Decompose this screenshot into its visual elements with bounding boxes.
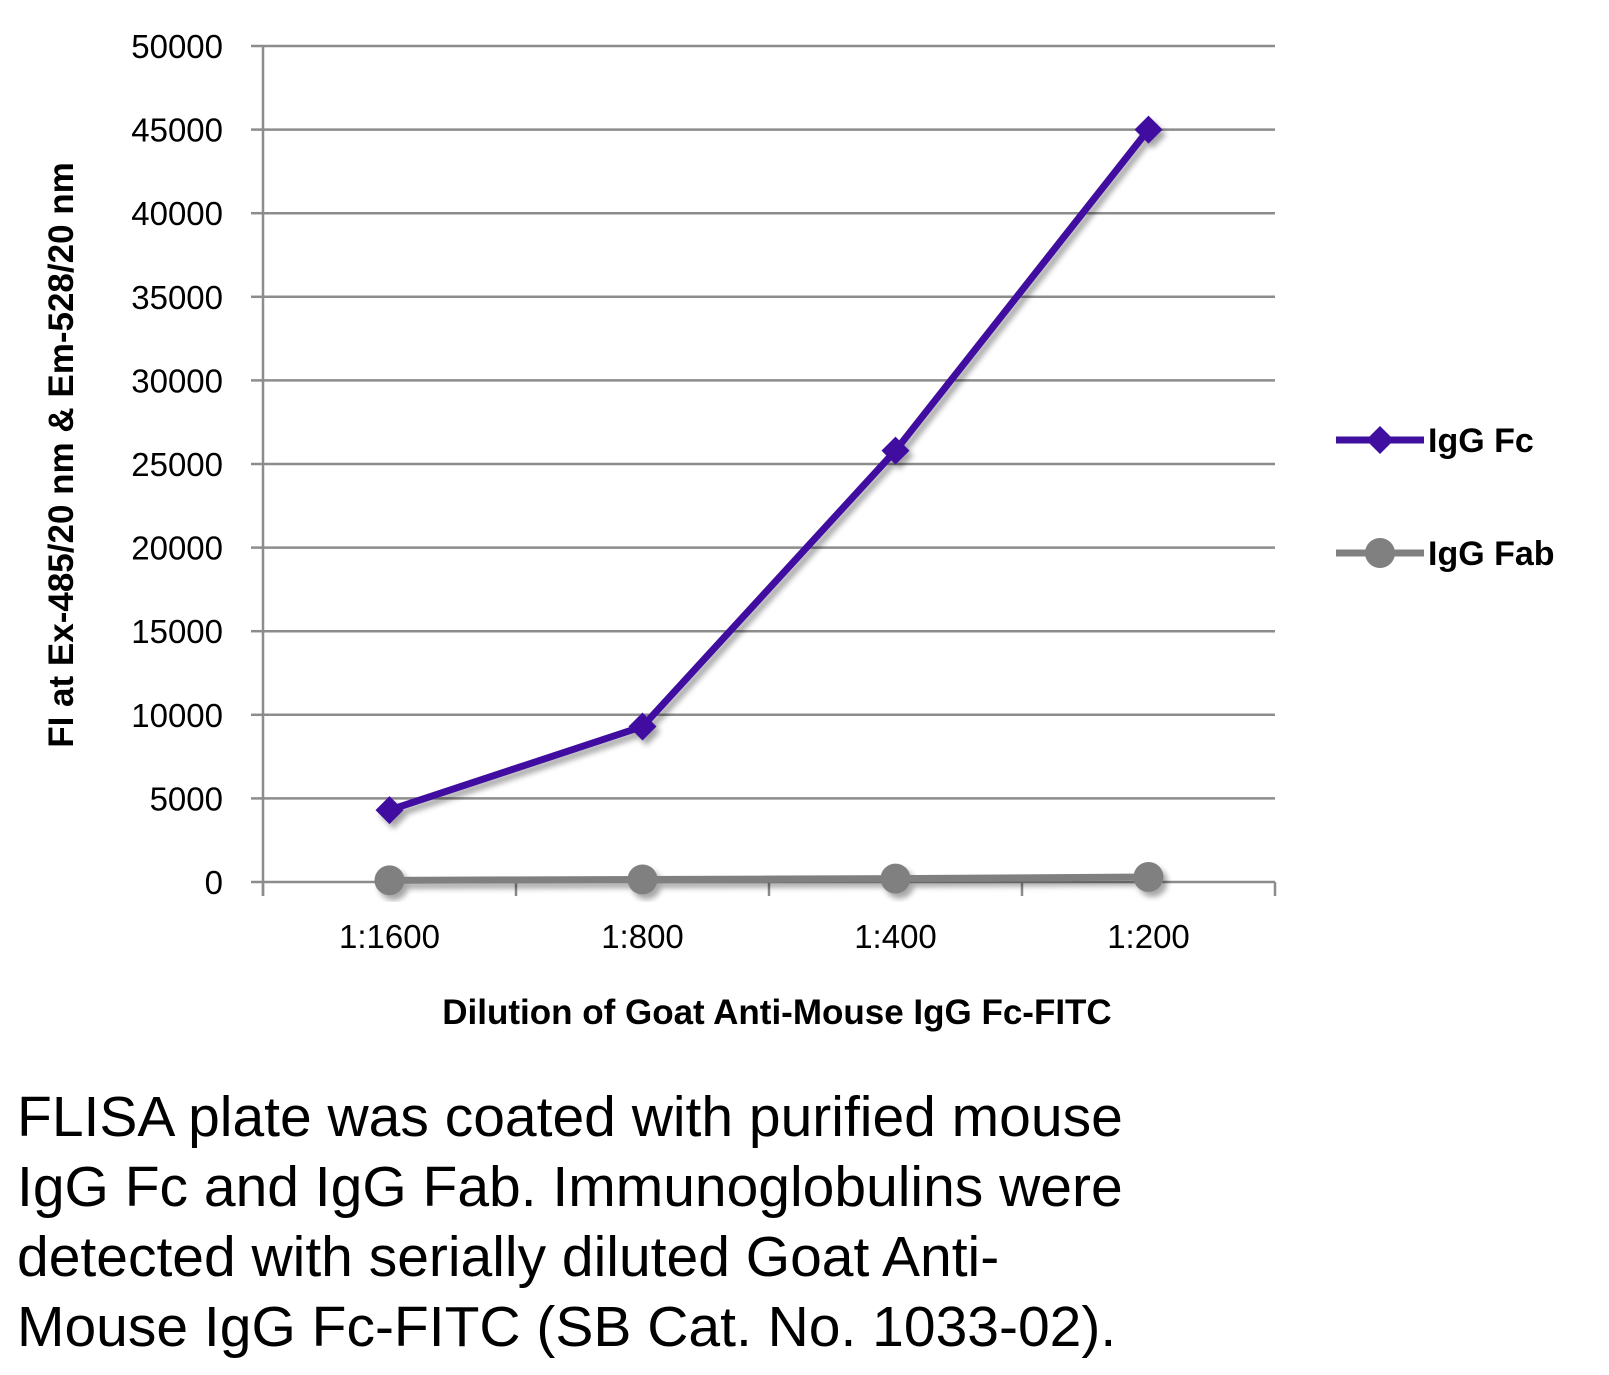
data-point (1134, 115, 1163, 144)
data-point (880, 863, 911, 894)
caption-line: FLISA plate was coated with purified mou… (17, 1085, 1123, 1149)
legend-label: IgG Fab (1428, 535, 1555, 573)
diamond-marker-icon (1366, 426, 1394, 454)
circle-marker-icon (1365, 538, 1395, 568)
y-tick-label: 30000 (131, 362, 223, 399)
series-line (389, 873, 1149, 884)
series-igg-fab (374, 861, 1164, 896)
y-tick-label: 20000 (131, 530, 223, 567)
y-tick-label: 40000 (131, 195, 223, 232)
data-point (374, 865, 405, 896)
figure-caption: FLISA plate was coated with purified mou… (17, 1082, 1317, 1362)
caption-line: detected with serially diluted Goat Anti… (17, 1225, 1000, 1289)
y-tick-label: 5000 (150, 780, 223, 817)
x-tick-label: 1:1600 (339, 918, 440, 955)
y-tick-label: 15000 (131, 613, 223, 650)
axes (251, 44, 1277, 896)
x-tick-label: 1:200 (1107, 918, 1190, 955)
y-tick-label: 35000 (131, 279, 223, 316)
data-point (1133, 861, 1164, 892)
y-tick-label: 10000 (131, 697, 223, 734)
data-point (627, 864, 658, 895)
series-group (374, 115, 1164, 896)
x-axis-title: Dilution of Goat Anti-Mouse IgG Fc-FITC (442, 993, 1111, 1032)
legend-item: IgG Fab (1336, 535, 1555, 573)
x-tick-label: 1:800 (601, 918, 684, 955)
series-line (388, 127, 1152, 814)
legend: IgG Fc IgG Fab (1336, 422, 1555, 573)
legend-item: IgG Fc (1336, 422, 1534, 460)
y-tick-label: 45000 (131, 112, 223, 149)
x-tick-labels: 1:1600 1:800 1:400 1:200 (339, 918, 1190, 955)
caption-line: IgG Fc and IgG Fab. Immunoglobulins were (17, 1155, 1123, 1219)
data-point (881, 436, 910, 465)
y-tick-labels: 0 5000 10000 15000 20000 25000 30000 35000 40000… (131, 28, 223, 901)
series-igg-fc (375, 115, 1163, 825)
y-axis-title: FI at Ex-485/20 nm & Em-528/20 nm (42, 162, 81, 748)
y-tick-label: 25000 (131, 446, 223, 483)
caption-line: Mouse IgG Fc-FITC (SB Cat. No. 1033-02). (17, 1295, 1117, 1359)
y-tick-label: 0 (205, 864, 223, 901)
legend-label: IgG Fc (1428, 422, 1534, 460)
x-tick-label: 1:400 (854, 918, 937, 955)
gridlines (263, 44, 1275, 800)
y-tick-label: 50000 (131, 28, 223, 65)
data-point (628, 712, 657, 741)
line-chart: 0 5000 10000 15000 20000 25000 30000 35000 40000… (42, 28, 1555, 1032)
data-point (375, 796, 404, 825)
